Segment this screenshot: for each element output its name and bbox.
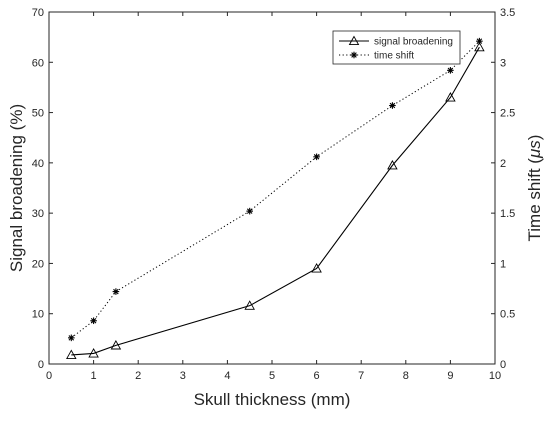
x-tick-label: 3 bbox=[180, 370, 186, 382]
asterisk-stroke bbox=[90, 317, 97, 324]
data-point-marker bbox=[313, 153, 320, 161]
y-axis-right-label: Time shift (μs) bbox=[525, 135, 544, 242]
legend-label: signal broadening bbox=[374, 37, 453, 48]
x-tick-label: 5 bbox=[269, 370, 275, 382]
asterisk-stroke bbox=[351, 52, 357, 58]
y-left-tick-label: 0 bbox=[38, 359, 44, 371]
data-point-marker bbox=[90, 317, 97, 325]
y-right-tick-label: 2.5 bbox=[500, 108, 515, 120]
y-right-tick-label: 3.5 bbox=[500, 7, 515, 19]
data-point-marker bbox=[68, 334, 75, 342]
x-tick-label: 10 bbox=[489, 370, 501, 382]
series-line-0 bbox=[71, 46, 480, 356]
legend-marker bbox=[350, 51, 358, 59]
y-left-tick-label: 50 bbox=[32, 108, 44, 120]
y-axis-left-label: Signal broadening (%) bbox=[7, 104, 26, 272]
x-tick-label: 4 bbox=[224, 370, 230, 382]
y-right-tick-label: 2 bbox=[500, 158, 506, 170]
y-right-tick-label: 0 bbox=[500, 359, 506, 371]
y-right-tick-label: 3 bbox=[500, 57, 506, 69]
data-point-marker bbox=[476, 37, 483, 45]
asterisk-stroke bbox=[476, 38, 483, 44]
y-left-tick-label: 60 bbox=[32, 57, 44, 69]
x-tick-label: 0 bbox=[46, 370, 52, 382]
x-tick-label: 7 bbox=[358, 370, 364, 382]
y-right-tick-label: 1.5 bbox=[500, 208, 515, 220]
asterisk-stroke bbox=[313, 154, 320, 160]
x-tick-label: 8 bbox=[403, 370, 409, 382]
y-left-tick-label: 20 bbox=[32, 258, 44, 270]
y-axis-right-label-unit: μs bbox=[525, 140, 544, 159]
plot-frame bbox=[48, 11, 496, 365]
series-layer bbox=[66, 37, 485, 359]
data-point-marker bbox=[387, 159, 398, 170]
data-point-marker bbox=[447, 67, 454, 74]
x-tick-label: 9 bbox=[447, 370, 453, 382]
y-left-tick-label: 70 bbox=[32, 7, 44, 19]
y-right-tick-label: 1 bbox=[500, 258, 506, 270]
asterisk-stroke bbox=[68, 335, 75, 341]
asterisk-stroke bbox=[447, 67, 454, 74]
asterisk-stroke bbox=[246, 208, 253, 214]
data-point-marker bbox=[88, 348, 99, 358]
ticks-layer: 0 1 2 3 4 5 6 7 8 9 1001020304050607000.511.522.53… bbox=[32, 7, 516, 382]
y-axis-right-label-main: Time shift ( bbox=[525, 158, 544, 242]
data-point-marker bbox=[110, 339, 122, 350]
x-axis-label: Skull thickness (mm) bbox=[194, 390, 351, 409]
data-point-marker bbox=[246, 207, 253, 215]
y-axis-right-label-close: ) bbox=[525, 135, 544, 141]
y-left-tick-label: 40 bbox=[32, 158, 44, 170]
x-tick-label: 6 bbox=[314, 370, 320, 382]
legend: signal broadening time shift bbox=[332, 30, 461, 65]
data-point-marker bbox=[474, 41, 485, 52]
y-left-tick-label: 10 bbox=[32, 309, 44, 321]
legend-label: time shift bbox=[374, 51, 414, 62]
legend-items: signal broadening time shift bbox=[339, 35, 453, 62]
legend-marker bbox=[348, 35, 360, 46]
data-point-marker bbox=[389, 102, 396, 109]
y-left-tick-label: 30 bbox=[32, 208, 44, 220]
data-point-marker bbox=[244, 300, 255, 310]
asterisk-stroke bbox=[389, 102, 396, 109]
asterisk-stroke bbox=[113, 288, 119, 295]
data-point-marker bbox=[112, 288, 120, 295]
data-point-marker bbox=[66, 349, 77, 359]
data-point-marker bbox=[311, 263, 322, 273]
x-tick-label: 1 bbox=[91, 370, 97, 382]
x-tick-label: 2 bbox=[135, 370, 141, 382]
data-point-marker bbox=[445, 92, 456, 102]
y-right-tick-label: 0.5 bbox=[500, 309, 515, 321]
